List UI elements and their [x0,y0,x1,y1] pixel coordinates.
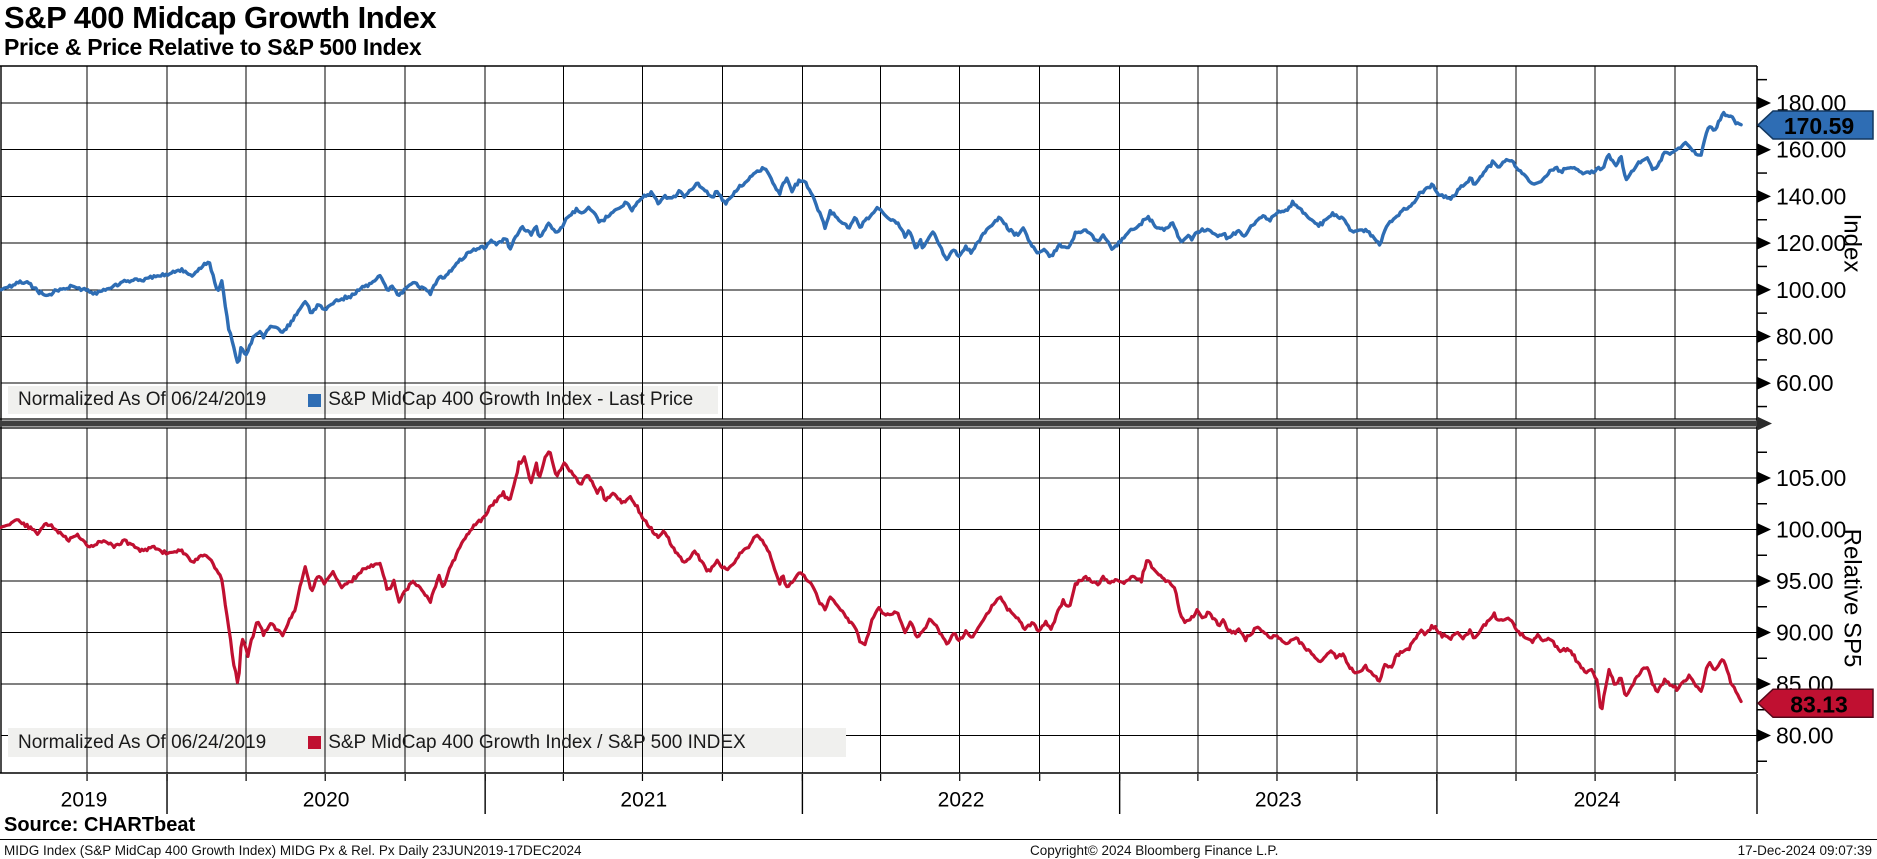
separator-arrow-icon [1757,416,1772,431]
y-tick-arrow-icon [1757,330,1771,343]
y-tick-arrow-icon [1757,96,1771,110]
y-tick-arrow-icon [1757,189,1771,203]
page-subtitle: Price & Price Relative to S&P 500 Index [4,34,422,60]
y-tick-label: 80.00 [1776,723,1834,749]
bottom-panel-legend: Normalized As Of 06/24/2019 S&P MidCap 4… [8,728,856,757]
y-tick-label: 95.00 [1776,568,1834,594]
y-tick-label: 80.00 [1776,324,1834,350]
price-series-label: S&P MidCap 400 Growth Index - Last Price [328,389,694,410]
y-tick-arrow-icon [1757,574,1771,588]
y-tick-label: 100.00 [1776,277,1846,303]
y-tick-arrow-icon [1757,283,1771,297]
year-label: 2021 [620,789,667,812]
bottom-axis-title: Relative SP5 [1839,529,1866,668]
y-tick-label: 60.00 [1776,370,1834,396]
relative-series-label: S&P MidCap 400 Growth Index / S&P 500 IN… [328,731,746,753]
footer-description: MIDG Index (S&P MidCap 400 Growth Index)… [4,843,582,858]
price-series-swatch-icon [308,393,322,407]
last-relative-badge [1756,688,1874,719]
relative-series-swatch-icon [308,736,322,749]
year-label: 2024 [1574,789,1621,812]
source-label: Source: CHARTbeat [4,814,196,836]
last-price-badge-label: 170.59 [1784,113,1854,139]
y-tick-arrow-icon [1757,471,1771,485]
year-label: 2020 [303,789,350,812]
y-tick-arrow-icon [1757,376,1771,390]
page-title: S&P 400 Midcap Growth Index [4,0,437,35]
year-label: 2023 [1255,789,1302,812]
y-tick-arrow-icon [1757,236,1771,250]
top-panel-legend: Normalized As Of 06/24/2019 S&P MidCap 4… [8,386,728,414]
y-tick-arrow-icon [1757,626,1771,639]
footer-copyright: Copyright© 2024 Bloomberg Finance L.P. [1030,843,1279,858]
bottom-normalized-label: Normalized As Of 06/24/2019 [18,731,267,753]
y-tick-label: 90.00 [1776,620,1834,646]
year-label: 2022 [938,789,985,812]
y-tick-label: 160.00 [1776,137,1846,163]
top-axis-title: Index [1839,214,1866,273]
year-label: 2019 [61,789,108,812]
y-tick-label: 120.00 [1776,230,1846,256]
top-normalized-label: Normalized As Of 06/24/2019 [18,389,267,410]
y-tick-arrow-icon [1757,523,1771,536]
separator-bar [0,420,1757,427]
y-tick-arrow-icon [1757,677,1771,691]
relative-line [0,450,1743,711]
y-tick-label: 140.00 [1776,183,1846,209]
bottom-legend-background [8,728,846,757]
footer-bar: MIDG Index (S&P MidCap 400 Growth Index)… [0,839,1877,859]
y-tick-arrow-icon [1757,729,1771,742]
last-price-badge [1756,110,1874,140]
y-tick-label: 100.00 [1776,517,1846,543]
footer-timestamp: 17-Dec-2024 09:07:39 [1737,843,1872,858]
price-line [0,110,1743,364]
last-relative-badge-label: 83.13 [1790,691,1848,717]
y-tick-arrow-icon [1757,143,1771,157]
y-tick-label: 105.00 [1776,465,1846,491]
top-legend-background [8,386,718,414]
